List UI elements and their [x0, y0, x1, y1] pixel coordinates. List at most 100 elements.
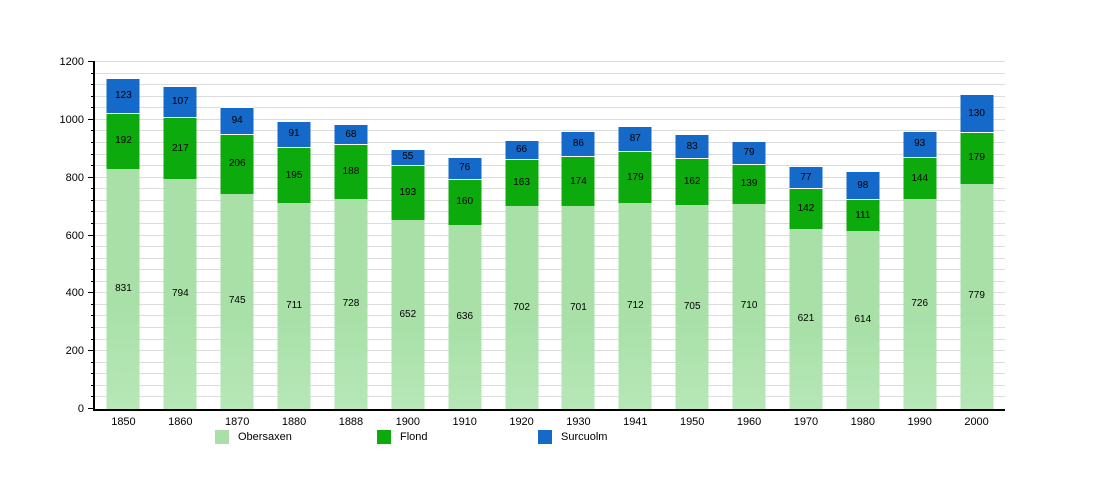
gridline-320 — [95, 315, 1005, 317]
bar-segment-surcuolm-1870: 94 — [220, 106, 254, 135]
x-axis-label-1888: 1888 — [338, 416, 364, 428]
gridline-640 — [95, 222, 1005, 224]
y-tick-720 — [91, 199, 95, 201]
y-axis-label-800: 800 — [65, 171, 84, 184]
bar-slot-1860: 794 217 107 1860 — [152, 62, 209, 428]
gridline-1000 — [95, 118, 1005, 120]
y-tick-1120 — [91, 84, 95, 86]
bar-segment-surcuolm-1910: 76 — [448, 156, 482, 179]
y-tick-600 — [88, 234, 95, 236]
bar-1870: 745 206 94 — [220, 62, 254, 409]
y-tick-1080 — [91, 95, 95, 97]
value-label-surcuolm-1960: 79 — [743, 146, 755, 158]
value-label-flond-1870: 206 — [228, 158, 246, 170]
y-tick-40 — [91, 396, 95, 398]
x-axis-label-1980: 1980 — [850, 416, 876, 428]
gridline-840 — [95, 165, 1005, 167]
legend-item-surcuolm: Surcuolm — [538, 429, 607, 445]
bar-segment-flond-1888: 188 — [334, 144, 368, 199]
bar-segment-surcuolm-1990: 93 — [903, 130, 937, 158]
x-axis-label-1950: 1950 — [679, 416, 705, 428]
value-label-flond-1900: 193 — [399, 187, 417, 199]
value-label-obersaxen-1910: 636 — [456, 311, 474, 323]
legend-label-obersaxen: Obersaxen — [238, 431, 292, 443]
x-axis-label-1900: 1900 — [395, 416, 421, 428]
value-label-flond-1990: 144 — [911, 172, 929, 184]
x-axis-label-1990: 1990 — [907, 416, 932, 428]
y-tick-680 — [91, 211, 95, 213]
gridline-560 — [95, 246, 1005, 248]
value-label-flond-1850: 192 — [115, 135, 132, 147]
x-axis-label-1970: 1970 — [793, 416, 819, 428]
bar-series-container: 831 192 123 1850 794 217 107 1860 745 206 94 1870 71… — [95, 62, 1005, 428]
value-label-surcuolm-1910: 76 — [459, 162, 471, 174]
gridline-160 — [95, 361, 1005, 363]
bar-slot-1870: 745 206 94 1870 — [209, 62, 266, 428]
value-label-flond-1920: 163 — [513, 176, 530, 188]
y-axis-label-1200: 1200 — [59, 56, 84, 68]
gridline-1120 — [95, 84, 1005, 86]
gridline-1080 — [95, 95, 1005, 97]
value-label-surcuolm-1920: 66 — [516, 143, 528, 155]
bar-segment-flond-2000: 179 — [960, 132, 994, 184]
legend-item-flond: Flond — [377, 429, 428, 445]
value-label-flond-1980: 111 — [855, 209, 871, 221]
x-axis-label-1960: 1960 — [736, 416, 762, 428]
value-label-obersaxen-1990: 726 — [911, 298, 929, 310]
gridline-120 — [95, 373, 1005, 375]
y-tick-1200 — [88, 61, 95, 62]
x-axis-label-1870: 1870 — [224, 416, 250, 428]
bar-segment-flond-1880: 195 — [277, 147, 311, 204]
bar-slot-1990: 726 144 93 1990 — [891, 62, 948, 428]
bar-slot-1850: 831 192 123 1850 — [95, 62, 152, 428]
gridline-520 — [95, 257, 1005, 259]
bar-segment-obersaxen-1910: 636 — [448, 225, 482, 409]
bar-segment-obersaxen-2000: 779 — [960, 183, 994, 409]
bar-slot-1900: 652 193 55 1900 — [379, 62, 436, 428]
bar-segment-obersaxen-1960: 710 — [732, 203, 766, 409]
value-label-surcuolm-1850: 123 — [115, 89, 132, 101]
value-label-surcuolm-1950: 83 — [686, 140, 698, 152]
y-axis-label-600: 600 — [65, 229, 84, 242]
bar-slot-2000: 779 179 130 2000 — [948, 62, 1005, 428]
bar-segment-flond-1980: 111 — [846, 199, 880, 232]
bar-segment-surcuolm-1930: 86 — [561, 131, 595, 156]
y-tick-280 — [91, 327, 95, 329]
bar-segment-obersaxen-1850: 831 — [106, 168, 140, 409]
bar-1970: 621 142 77 — [789, 62, 823, 409]
bar-1860: 794 217 107 — [163, 62, 197, 409]
bar-1960: 710 139 79 — [732, 62, 766, 409]
bar-segment-flond-1941: 179 — [618, 151, 652, 204]
bar-segment-surcuolm-1980: 98 — [846, 171, 880, 200]
gridline-360 — [95, 303, 1005, 305]
value-label-obersaxen-1880: 711 — [286, 300, 303, 312]
y-tick-920 — [91, 141, 95, 143]
legend-swatch-flond — [377, 430, 391, 444]
value-label-obersaxen-1960: 710 — [740, 300, 758, 312]
bar-segment-surcuolm-1970: 77 — [789, 166, 823, 189]
x-axis-label-1880: 1880 — [281, 416, 307, 428]
value-label-flond-1941: 179 — [626, 171, 644, 183]
bar-2000: 779 179 130 — [960, 62, 994, 409]
x-axis-label-1920: 1920 — [509, 416, 534, 428]
value-label-obersaxen-1930: 701 — [570, 301, 587, 313]
value-label-flond-1888: 188 — [342, 165, 360, 177]
value-label-obersaxen-1900: 652 — [399, 308, 417, 320]
bar-segment-surcuolm-2000: 130 — [960, 94, 994, 132]
bar-segment-flond-1970: 142 — [789, 188, 823, 230]
bar-slot-1970: 621 142 77 1970 — [778, 62, 835, 428]
bar-1910: 636 160 76 — [448, 62, 482, 409]
bar-slot-1910: 636 160 76 1910 — [436, 62, 493, 428]
gridline-880 — [95, 153, 1005, 155]
gridline-1040 — [95, 107, 1005, 109]
bar-segment-flond-1910: 160 — [448, 178, 482, 226]
bar-1880: 711 195 91 — [277, 62, 311, 409]
plot-area: 0 200 400 600 800 1000 1200 831 192 123 1850 794 21… — [60, 56, 1005, 428]
bar-1990: 726 144 93 — [903, 62, 937, 409]
y-tick-760 — [91, 188, 95, 190]
bar-segment-surcuolm-1880: 91 — [277, 120, 311, 148]
y-tick-440 — [91, 280, 95, 282]
legend-label-surcuolm: Surcuolm — [561, 431, 608, 443]
x-axis-label-2000: 2000 — [964, 416, 989, 428]
bar-segment-surcuolm-1941: 87 — [618, 126, 652, 152]
